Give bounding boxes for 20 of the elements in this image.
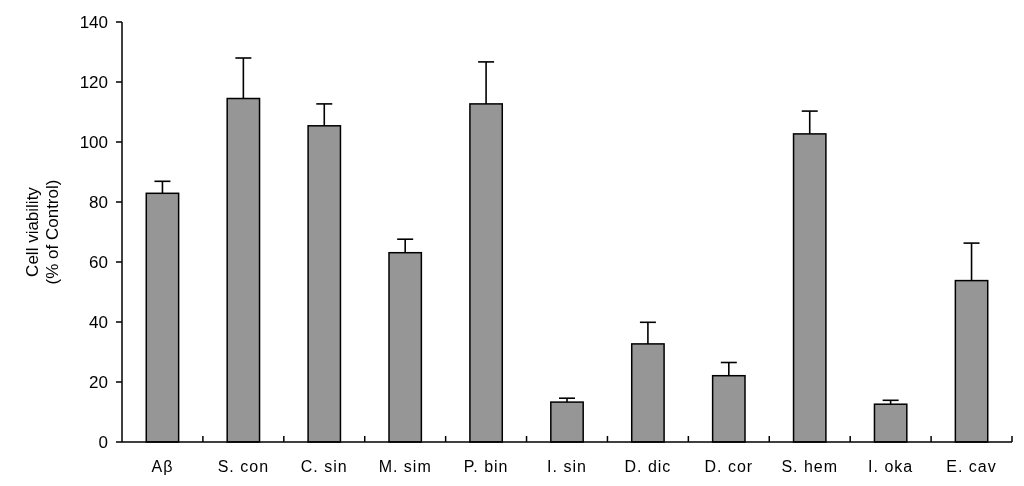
y-tick-label: 100 <box>79 132 108 152</box>
y-tick-label: 120 <box>79 72 108 92</box>
x-tick-label: Aβ <box>151 458 174 475</box>
y-tick-label: 140 <box>79 12 108 32</box>
x-tick-label: S. hem <box>781 458 839 475</box>
x-tick-label: P. bin <box>463 458 509 475</box>
y-tick-label: 80 <box>89 192 108 212</box>
y-axis-title: Cell viability (% of Control) <box>22 179 63 285</box>
x-tick-label: E. cav <box>946 458 997 475</box>
x-tick-label: M. sim <box>378 458 432 475</box>
x-tick-label: D. cor <box>704 458 754 475</box>
x-tick-label: I. oka <box>868 458 914 475</box>
x-tick-label: S. con <box>217 458 270 475</box>
y-tick-label: 20 <box>89 372 108 392</box>
x-tick-label: I. sin <box>547 458 587 475</box>
y-tick-label: 60 <box>89 252 108 272</box>
y-tick-label: 0 <box>98 432 108 452</box>
x-tick-label: D. dic <box>624 458 672 475</box>
x-tick-label: C. sin <box>300 458 348 475</box>
y-tick-label: 40 <box>89 312 108 332</box>
